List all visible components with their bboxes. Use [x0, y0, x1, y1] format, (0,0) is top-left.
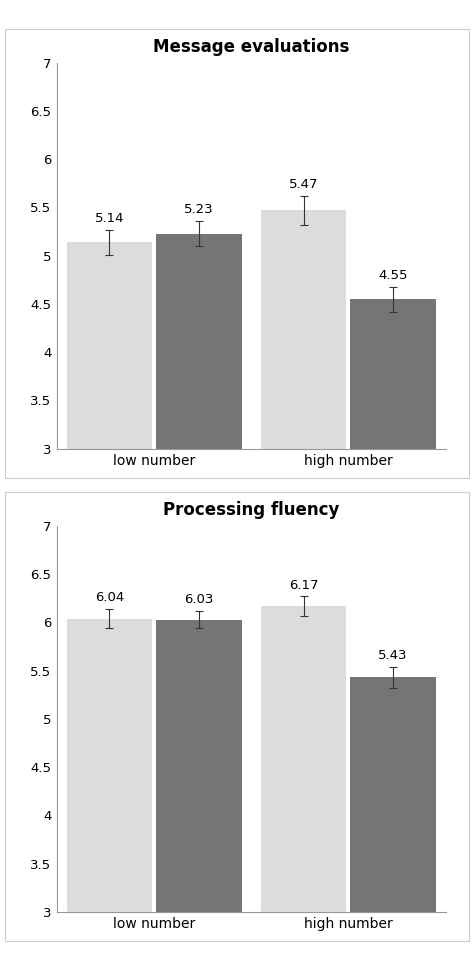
Title: Processing fluency: Processing fluency — [163, 501, 339, 519]
Text: 4.55: 4.55 — [378, 269, 408, 282]
Text: 6.03: 6.03 — [184, 593, 213, 606]
Bar — [350, 299, 436, 449]
Bar — [66, 619, 152, 912]
Text: 5.23: 5.23 — [184, 204, 214, 216]
Text: 6.04: 6.04 — [95, 592, 124, 604]
Bar — [156, 234, 241, 449]
Bar — [261, 210, 346, 449]
Bar — [66, 242, 152, 449]
Legend: complementary, substitutive: complementary, substitutive — [122, 527, 380, 550]
Bar — [156, 620, 241, 912]
Bar — [350, 677, 436, 912]
Title: Message evaluations: Message evaluations — [153, 38, 349, 56]
Text: 5.47: 5.47 — [289, 179, 319, 191]
Text: 5.14: 5.14 — [95, 212, 124, 225]
Bar — [261, 606, 346, 912]
Text: 6.17: 6.17 — [289, 579, 319, 592]
Text: 5.43: 5.43 — [378, 649, 408, 662]
